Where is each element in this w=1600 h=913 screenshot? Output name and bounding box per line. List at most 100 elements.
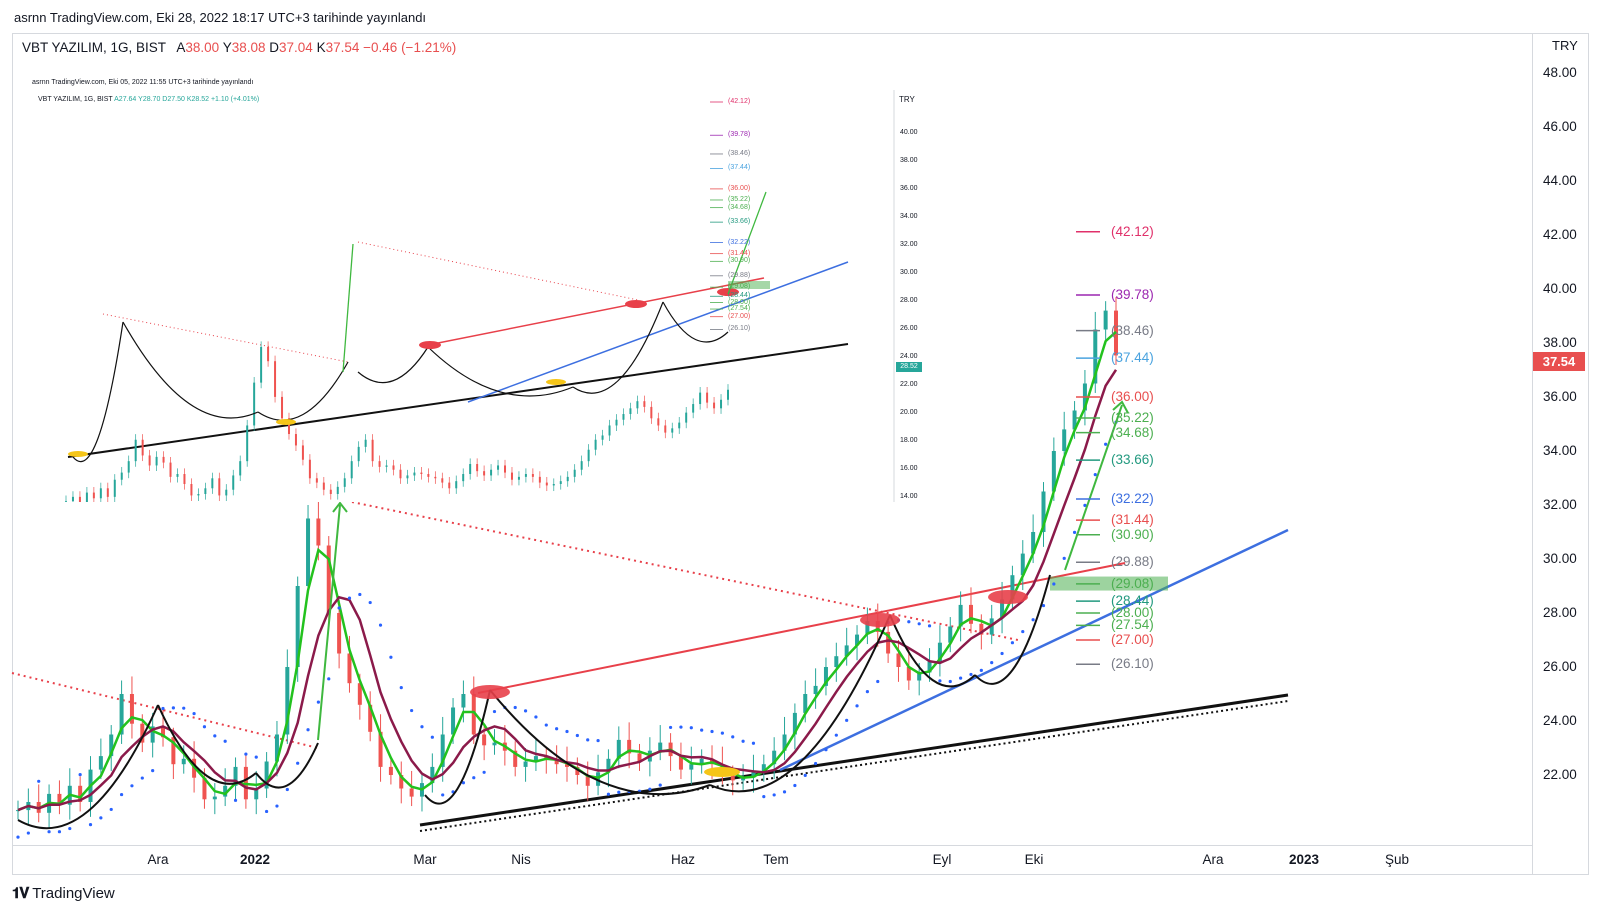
sar-dot bbox=[938, 679, 941, 682]
sar-dot bbox=[607, 793, 610, 796]
price-tick-label: 26.00 bbox=[1543, 659, 1577, 674]
sar-dot bbox=[835, 734, 838, 737]
inset-candle-body bbox=[274, 361, 276, 397]
inset-candle-body bbox=[399, 470, 401, 479]
sar-dot bbox=[990, 661, 993, 664]
inset-candle-body bbox=[629, 408, 631, 414]
sar-dot bbox=[192, 712, 195, 715]
inset-candle-body bbox=[135, 440, 137, 461]
inset-candle-body bbox=[525, 474, 527, 477]
sar-dot bbox=[959, 677, 962, 680]
sar-dot bbox=[586, 738, 589, 741]
inset-fib-label: (27.54) bbox=[728, 305, 750, 312]
sar-dot bbox=[224, 740, 227, 743]
sar-dot bbox=[317, 701, 320, 704]
inset-candle-body bbox=[622, 414, 624, 420]
sar-dot bbox=[596, 739, 599, 742]
inset-cup-arc bbox=[258, 362, 348, 420]
fib-level-label: (32.22) bbox=[1111, 491, 1154, 506]
inset-fib-label: (39.78) bbox=[728, 131, 750, 138]
time-tick-label: Mar bbox=[413, 852, 436, 867]
sar-dot bbox=[741, 740, 744, 743]
price-tick-label: 34.00 bbox=[1543, 443, 1577, 458]
sar-dot bbox=[700, 729, 703, 732]
inset-candle-body bbox=[337, 487, 339, 494]
sar-dot bbox=[866, 690, 869, 693]
inset-price-tick: 24.00 bbox=[900, 353, 918, 360]
inset-candle-body bbox=[86, 493, 88, 502]
sar-dot bbox=[814, 762, 817, 765]
sar-dot bbox=[161, 707, 164, 710]
time-tick-label: Ara bbox=[147, 852, 168, 867]
inset-yellow-marker bbox=[276, 419, 296, 425]
candle-body bbox=[969, 605, 973, 624]
sar-dot bbox=[514, 706, 517, 709]
candle-body bbox=[482, 735, 486, 746]
sar-dot bbox=[265, 810, 268, 813]
candle-body bbox=[347, 654, 351, 684]
inset-candle-body bbox=[434, 477, 436, 478]
inset-candle-body bbox=[176, 474, 178, 477]
sar-dot bbox=[16, 836, 19, 839]
price-tick-label: 30.00 bbox=[1543, 551, 1577, 566]
inset-candle-body bbox=[518, 477, 520, 480]
inset-candle-body bbox=[532, 474, 534, 477]
sar-dot bbox=[358, 593, 361, 596]
tradingview-logo[interactable]: 𝟏𝐕 TradingView bbox=[12, 885, 115, 902]
candle-body bbox=[99, 756, 103, 770]
sar-dot bbox=[110, 808, 113, 811]
sar-dot bbox=[824, 748, 827, 751]
inset-candle-body bbox=[427, 474, 429, 477]
inset-candle-body bbox=[727, 390, 729, 400]
inset-candle-body bbox=[253, 383, 255, 426]
inset-candle-body bbox=[539, 477, 541, 483]
inset-candle-body bbox=[365, 440, 367, 447]
sar-dot bbox=[58, 830, 61, 833]
inset-candle-body bbox=[713, 403, 715, 409]
inset-red-dotted-left bbox=[103, 314, 348, 362]
inset-candle-body bbox=[462, 474, 464, 481]
candle-body bbox=[834, 656, 838, 667]
inset-candle-body bbox=[128, 461, 130, 472]
sar-dot bbox=[524, 709, 527, 712]
sar-dot bbox=[306, 728, 309, 731]
sar-dot bbox=[793, 784, 796, 787]
inset-candle-body bbox=[351, 461, 353, 478]
sar-dot bbox=[855, 704, 858, 707]
sar-dot bbox=[420, 725, 423, 728]
yellow-bottom-marker bbox=[704, 767, 740, 777]
fib-level-label: (30.90) bbox=[1111, 527, 1154, 542]
fib-level-label: (31.44) bbox=[1111, 512, 1154, 527]
inset-candle-body bbox=[239, 461, 241, 475]
inset-candle-body bbox=[706, 393, 708, 403]
inset-chart-image: asrnn TradingView.com, Eki 05, 2022 11:5… bbox=[28, 72, 924, 502]
inset-candle-body bbox=[211, 478, 213, 488]
sar-dot bbox=[1011, 641, 1014, 644]
time-tick-label: 2023 bbox=[1289, 852, 1319, 867]
price-tick-label: 22.00 bbox=[1543, 767, 1577, 782]
candle-body bbox=[896, 654, 900, 668]
sar-dot bbox=[731, 735, 734, 738]
sar-dot bbox=[89, 823, 92, 826]
price-tick-label: 28.00 bbox=[1543, 605, 1577, 620]
time-tick-label: Tem bbox=[763, 852, 789, 867]
inset-fib-label: (36.00) bbox=[728, 185, 750, 192]
sar-dot bbox=[980, 669, 983, 672]
inset-candle-body bbox=[497, 465, 499, 469]
inset-candle-body bbox=[483, 471, 485, 475]
inset-price-tick: 14.00 bbox=[900, 493, 918, 500]
price-tick-label: 44.00 bbox=[1543, 173, 1577, 188]
candle-body bbox=[814, 686, 818, 694]
inset-price-tick: 40.00 bbox=[900, 129, 918, 136]
inset-price-tick: 32.00 bbox=[900, 241, 918, 248]
tv-logo-icon: 𝟏𝐕 bbox=[12, 885, 28, 902]
sar-dot bbox=[172, 706, 175, 709]
red-peak-marker bbox=[470, 685, 510, 699]
candle-body bbox=[1062, 429, 1066, 451]
fib-level-label: (27.00) bbox=[1111, 632, 1154, 647]
sar-dot bbox=[120, 793, 123, 796]
inset-cup-arc bbox=[123, 322, 258, 418]
sar-dot bbox=[1063, 557, 1066, 560]
inset-fib-label: (31.44) bbox=[728, 250, 750, 257]
inset-candle-body bbox=[413, 473, 415, 476]
